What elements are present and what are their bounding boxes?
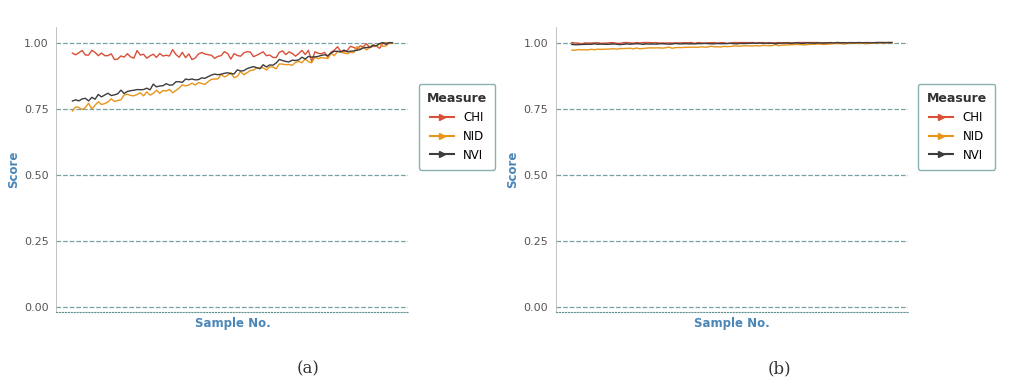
Legend: CHI, NID, NVI: CHI, NID, NVI [419,83,496,170]
X-axis label: Sample No.: Sample No. [694,317,770,330]
Text: (a): (a) [297,360,319,377]
Y-axis label: Score: Score [7,151,19,188]
Y-axis label: Score: Score [506,151,519,188]
X-axis label: Sample No.: Sample No. [195,317,270,330]
Legend: CHI, NID, NVI: CHI, NID, NVI [918,83,995,170]
Text: (b): (b) [767,360,792,377]
